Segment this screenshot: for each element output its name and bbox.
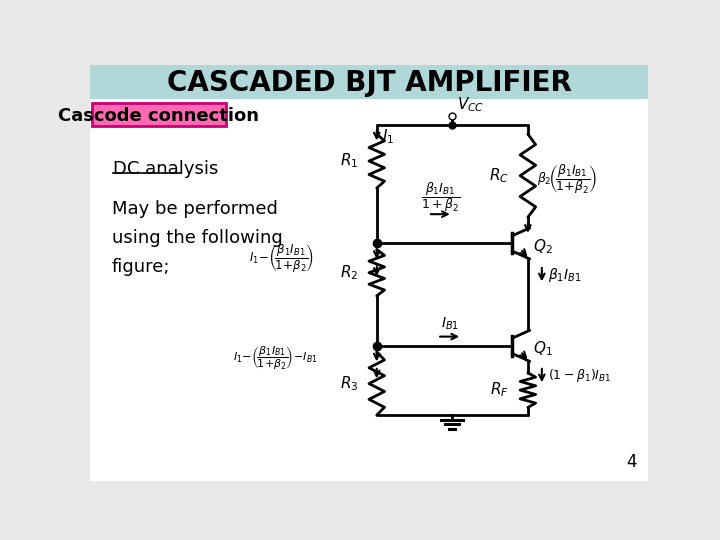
Text: 4: 4 <box>626 454 637 471</box>
Text: $\beta_1 I_{B1}$: $\beta_1 I_{B1}$ <box>548 266 582 284</box>
Text: $R_2$: $R_2$ <box>340 264 358 282</box>
Bar <box>90 65 648 99</box>
Text: $V_{CC}$: $V_{CC}$ <box>456 96 484 114</box>
Text: $R_C$: $R_C$ <box>490 166 509 185</box>
Text: $I_1\!-\!\left(\!\dfrac{\beta_1 I_{B1}}{1\!+\!\beta_2}\!\right)\!-\!I_{B1}$: $I_1\!-\!\left(\!\dfrac{\beta_1 I_{B1}}{… <box>233 345 318 372</box>
Text: $I_{B1}$: $I_{B1}$ <box>441 316 459 333</box>
Text: $I_1$: $I_1$ <box>382 127 395 146</box>
Text: $R_F$: $R_F$ <box>490 381 509 400</box>
Text: Cascode connection: Cascode connection <box>58 106 259 125</box>
Bar <box>92 103 225 126</box>
Text: DC analysis: DC analysis <box>113 160 219 178</box>
Text: $Q_1$: $Q_1$ <box>533 340 552 358</box>
Text: $Q_2$: $Q_2$ <box>533 237 552 256</box>
Text: $R_1$: $R_1$ <box>340 152 358 171</box>
Text: $I_1\!-\!\left(\!\dfrac{\beta_1 I_{B1}}{1\!+\!\beta_2}\!\right)$: $I_1\!-\!\left(\!\dfrac{\beta_1 I_{B1}}{… <box>249 242 314 274</box>
Text: CASCADED BJT AMPLIFIER: CASCADED BJT AMPLIFIER <box>166 69 572 97</box>
Text: May be performed
using the following
figure;: May be performed using the following fig… <box>112 200 282 276</box>
Text: $\beta_2\!\left(\!\dfrac{\beta_1 I_{B1}}{1\!+\!\beta_2}\!\right)$: $\beta_2\!\left(\!\dfrac{\beta_1 I_{B1}}… <box>537 163 597 197</box>
Text: $(1-\beta_1)I_{B1}$: $(1-\beta_1)I_{B1}$ <box>548 367 611 384</box>
Text: $\dfrac{\beta_1 I_{B1}}{1+\beta_2}$: $\dfrac{\beta_1 I_{B1}}{1+\beta_2}$ <box>420 180 460 214</box>
Text: $R_3$: $R_3$ <box>340 374 358 393</box>
